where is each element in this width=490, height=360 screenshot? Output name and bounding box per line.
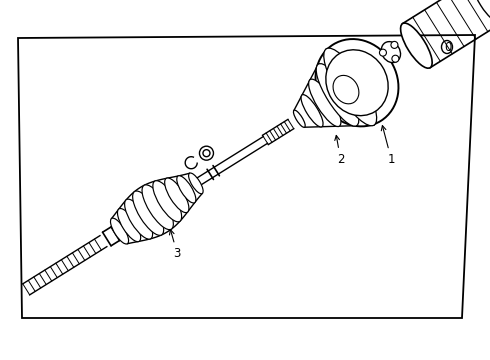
Ellipse shape xyxy=(309,79,341,127)
Polygon shape xyxy=(18,35,475,318)
Ellipse shape xyxy=(379,49,387,56)
Ellipse shape xyxy=(473,0,490,23)
Ellipse shape xyxy=(110,218,128,244)
Ellipse shape xyxy=(199,146,214,160)
Text: 1: 1 xyxy=(381,126,395,166)
Text: 3: 3 xyxy=(170,230,181,260)
Ellipse shape xyxy=(165,178,189,213)
Ellipse shape xyxy=(381,42,400,63)
Ellipse shape xyxy=(301,95,323,127)
Ellipse shape xyxy=(391,41,398,48)
Ellipse shape xyxy=(392,55,399,62)
Ellipse shape xyxy=(142,185,173,230)
Ellipse shape xyxy=(153,181,182,222)
Text: 2: 2 xyxy=(335,135,344,166)
Ellipse shape xyxy=(324,48,377,126)
Text: 0: 0 xyxy=(444,41,452,54)
Ellipse shape xyxy=(326,50,388,116)
Ellipse shape xyxy=(316,39,398,126)
Ellipse shape xyxy=(177,176,196,203)
Ellipse shape xyxy=(333,75,359,104)
Ellipse shape xyxy=(294,110,305,127)
Ellipse shape xyxy=(133,191,164,235)
Ellipse shape xyxy=(189,173,203,194)
Ellipse shape xyxy=(124,199,152,239)
Ellipse shape xyxy=(118,208,141,242)
Ellipse shape xyxy=(316,64,359,126)
Ellipse shape xyxy=(401,23,432,68)
